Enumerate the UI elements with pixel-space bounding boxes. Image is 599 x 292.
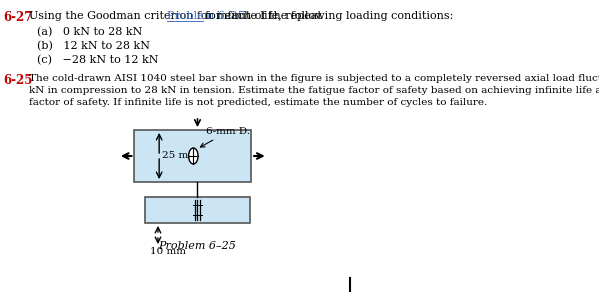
Text: (b)   12 kN to 28 kN: (b) 12 kN to 28 kN <box>37 41 150 51</box>
Text: 10 mm: 10 mm <box>150 247 186 256</box>
Text: Problem 6–25: Problem 6–25 <box>159 241 237 251</box>
Text: factor of safety. If infinite life is not predicted, estimate the number of cycl: factor of safety. If infinite life is no… <box>29 98 488 107</box>
Text: 6-27: 6-27 <box>4 11 33 24</box>
Bar <box>134 130 251 182</box>
Text: 6-25: 6-25 <box>4 74 33 87</box>
Text: kN in compression to 28 kN in tension. Estimate the fatigue factor of safety bas: kN in compression to 28 kN in tension. E… <box>29 86 599 95</box>
Text: 6-mm D.: 6-mm D. <box>201 127 250 147</box>
Bar <box>145 197 250 223</box>
Text: 25 mm: 25 mm <box>162 152 198 161</box>
Text: for each of the following loading conditions:: for each of the following loading condit… <box>205 11 453 21</box>
Circle shape <box>189 148 198 164</box>
Text: Problem 6–25: Problem 6–25 <box>167 11 244 21</box>
Text: (a)   0 kN to 28 kN: (a) 0 kN to 28 kN <box>37 27 142 37</box>
Text: (c)   −28 kN to 12 kN: (c) −28 kN to 12 kN <box>37 55 158 65</box>
Text: The cold-drawn AISI 1040 steel bar shown in the figure is subjected to a complet: The cold-drawn AISI 1040 steel bar shown… <box>29 74 599 83</box>
Text: Using the Goodman criterion for infinite life, repeat: Using the Goodman criterion for infinite… <box>29 11 322 21</box>
